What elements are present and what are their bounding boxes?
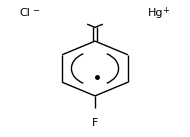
Text: Hg: Hg xyxy=(148,8,164,18)
Text: −: − xyxy=(32,6,39,15)
Text: +: + xyxy=(162,6,169,15)
Text: F: F xyxy=(92,118,98,128)
Text: Cl: Cl xyxy=(19,8,30,18)
